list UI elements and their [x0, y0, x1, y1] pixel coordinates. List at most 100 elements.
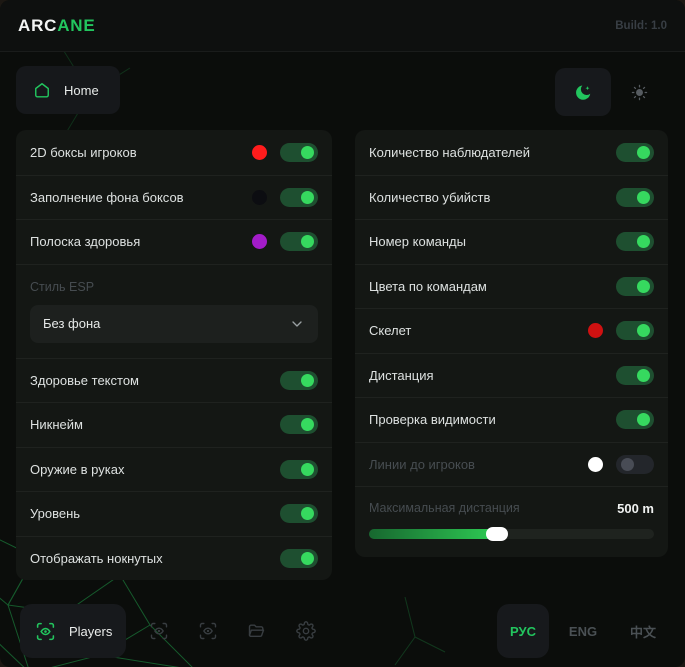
home-button[interactable]: Home — [16, 66, 120, 114]
toggle-switch[interactable] — [616, 142, 654, 162]
toggle-switch[interactable] — [280, 370, 318, 390]
toggle-knob — [301, 507, 314, 521]
lang-label: РУС — [510, 623, 536, 639]
moon-icon — [574, 83, 593, 102]
home-icon — [32, 80, 52, 100]
toggle-switch[interactable] — [280, 548, 318, 568]
setting-label: Дистанция — [369, 367, 434, 383]
esp-settings-panel-right: Количество наблюдателей Количество убийс… — [355, 130, 668, 557]
setting-label: Оружие в руках — [30, 461, 125, 477]
color-swatch[interactable] — [588, 456, 603, 472]
toggle-switch[interactable] — [616, 454, 654, 474]
title-bar: ARCANE Build: 1.0 — [0, 0, 685, 52]
toggle-switch[interactable] — [280, 459, 318, 479]
toggle-knob — [637, 145, 650, 159]
max-distance-value: 500 m — [617, 500, 654, 516]
lang-button-eng[interactable]: ENG — [557, 604, 609, 658]
toggle-switch[interactable] — [280, 504, 318, 524]
setting-row: Количество убийств — [355, 174, 668, 220]
toggle-switch[interactable] — [280, 232, 318, 252]
lang-label: 中文 — [629, 624, 656, 640]
setting-row: Полоска здоровья — [16, 219, 332, 264]
wireframe-decoration — [394, 597, 446, 666]
light-theme-button[interactable] — [611, 68, 667, 116]
setting-row: Номер команды — [355, 219, 668, 264]
settings-button[interactable] — [281, 604, 330, 658]
setting-row: Отображать нокнутых — [16, 535, 332, 581]
gear-icon — [295, 621, 316, 641]
language-switcher: РУС ENG 中文 — [497, 604, 669, 658]
slider-fill — [369, 527, 509, 541]
toggle-switch[interactable] — [616, 187, 654, 207]
setting-row: Линии до игроков — [355, 441, 668, 487]
setting-label: Проверка видимости — [369, 412, 496, 428]
toggle-switch[interactable] — [280, 415, 318, 435]
lang-button-rus[interactable]: РУС — [497, 604, 549, 658]
max-distance-group: Максимальная дистанция 500 m — [355, 486, 668, 557]
setting-row: Скелет — [355, 308, 668, 353]
build-version-label: Build: 1.0 — [615, 19, 667, 32]
scan-eye-icon — [149, 621, 169, 641]
setting-row: Проверка видимости — [355, 397, 668, 442]
setting-row: Уровень — [16, 491, 332, 536]
setting-label: Количество убийств — [369, 189, 491, 205]
scan-eye-icon — [35, 621, 56, 642]
setting-row: Дистанция — [355, 352, 668, 398]
toggle-knob — [637, 235, 650, 249]
theme-switcher — [555, 68, 667, 116]
setting-label: Никнейм — [30, 417, 83, 433]
dropdown-selected-value: Без фона — [43, 316, 101, 331]
folder-icon — [247, 621, 267, 641]
setting-label: Номер команды — [369, 234, 466, 250]
home-button-label: Home — [64, 82, 99, 98]
setting-label: Полоска здоровья — [30, 234, 141, 250]
toggle-switch[interactable] — [616, 232, 654, 252]
color-swatch[interactable] — [588, 323, 603, 339]
toggle-knob — [301, 190, 314, 204]
toggle-knob — [301, 551, 314, 565]
scan-eye-button[interactable] — [134, 604, 183, 658]
toggle-switch[interactable] — [616, 276, 654, 296]
toggle-switch[interactable] — [616, 410, 654, 430]
players-button[interactable]: Players — [20, 604, 126, 658]
setting-row: Количество наблюдателей — [355, 130, 668, 175]
toggle-knob — [637, 279, 650, 293]
setting-label: Линии до игроков — [369, 456, 475, 472]
lang-button-zh[interactable]: 中文 — [617, 604, 669, 658]
toggle-knob — [637, 190, 650, 204]
toggle-knob — [301, 235, 314, 249]
toggle-switch[interactable] — [280, 187, 318, 207]
setting-row: Здоровье текстом — [16, 357, 332, 403]
toggle-knob — [621, 457, 634, 471]
esp-style-dropdown[interactable]: Без фона — [30, 304, 318, 343]
toggle-knob — [637, 413, 650, 427]
setting-label: Заполнение фона боксов — [30, 189, 184, 205]
toggle-switch[interactable] — [616, 321, 654, 341]
scan-eye-button[interactable] — [183, 604, 232, 658]
folder-button[interactable] — [232, 604, 281, 658]
players-button-label: Players — [69, 623, 113, 639]
toggle-knob — [637, 324, 650, 338]
color-swatch[interactable] — [252, 189, 267, 205]
brand-prefix: ARC — [18, 15, 58, 35]
esp-style-label: Стиль ESP — [30, 279, 95, 294]
slider-handle[interactable] — [486, 527, 509, 541]
setting-label: Цвета по командам — [369, 278, 487, 294]
setting-label: Отображать нокнутых — [30, 550, 163, 566]
toggle-switch[interactable] — [616, 365, 654, 385]
color-swatch[interactable] — [252, 144, 267, 160]
toggle-knob — [301, 145, 314, 159]
toggle-knob — [301, 462, 314, 476]
setting-row: Никнейм — [16, 402, 332, 447]
setting-row: 2D боксы игроков — [16, 130, 332, 175]
dark-theme-button[interactable] — [555, 68, 611, 116]
setting-label: Уровень — [30, 506, 81, 522]
chevron-down-icon — [289, 316, 305, 332]
toggle-switch[interactable] — [280, 142, 318, 162]
sun-icon — [631, 84, 648, 101]
lang-label: ENG — [568, 623, 598, 639]
max-distance-slider[interactable] — [369, 527, 654, 541]
scan-eye-icon — [198, 621, 218, 641]
color-swatch[interactable] — [252, 234, 267, 250]
